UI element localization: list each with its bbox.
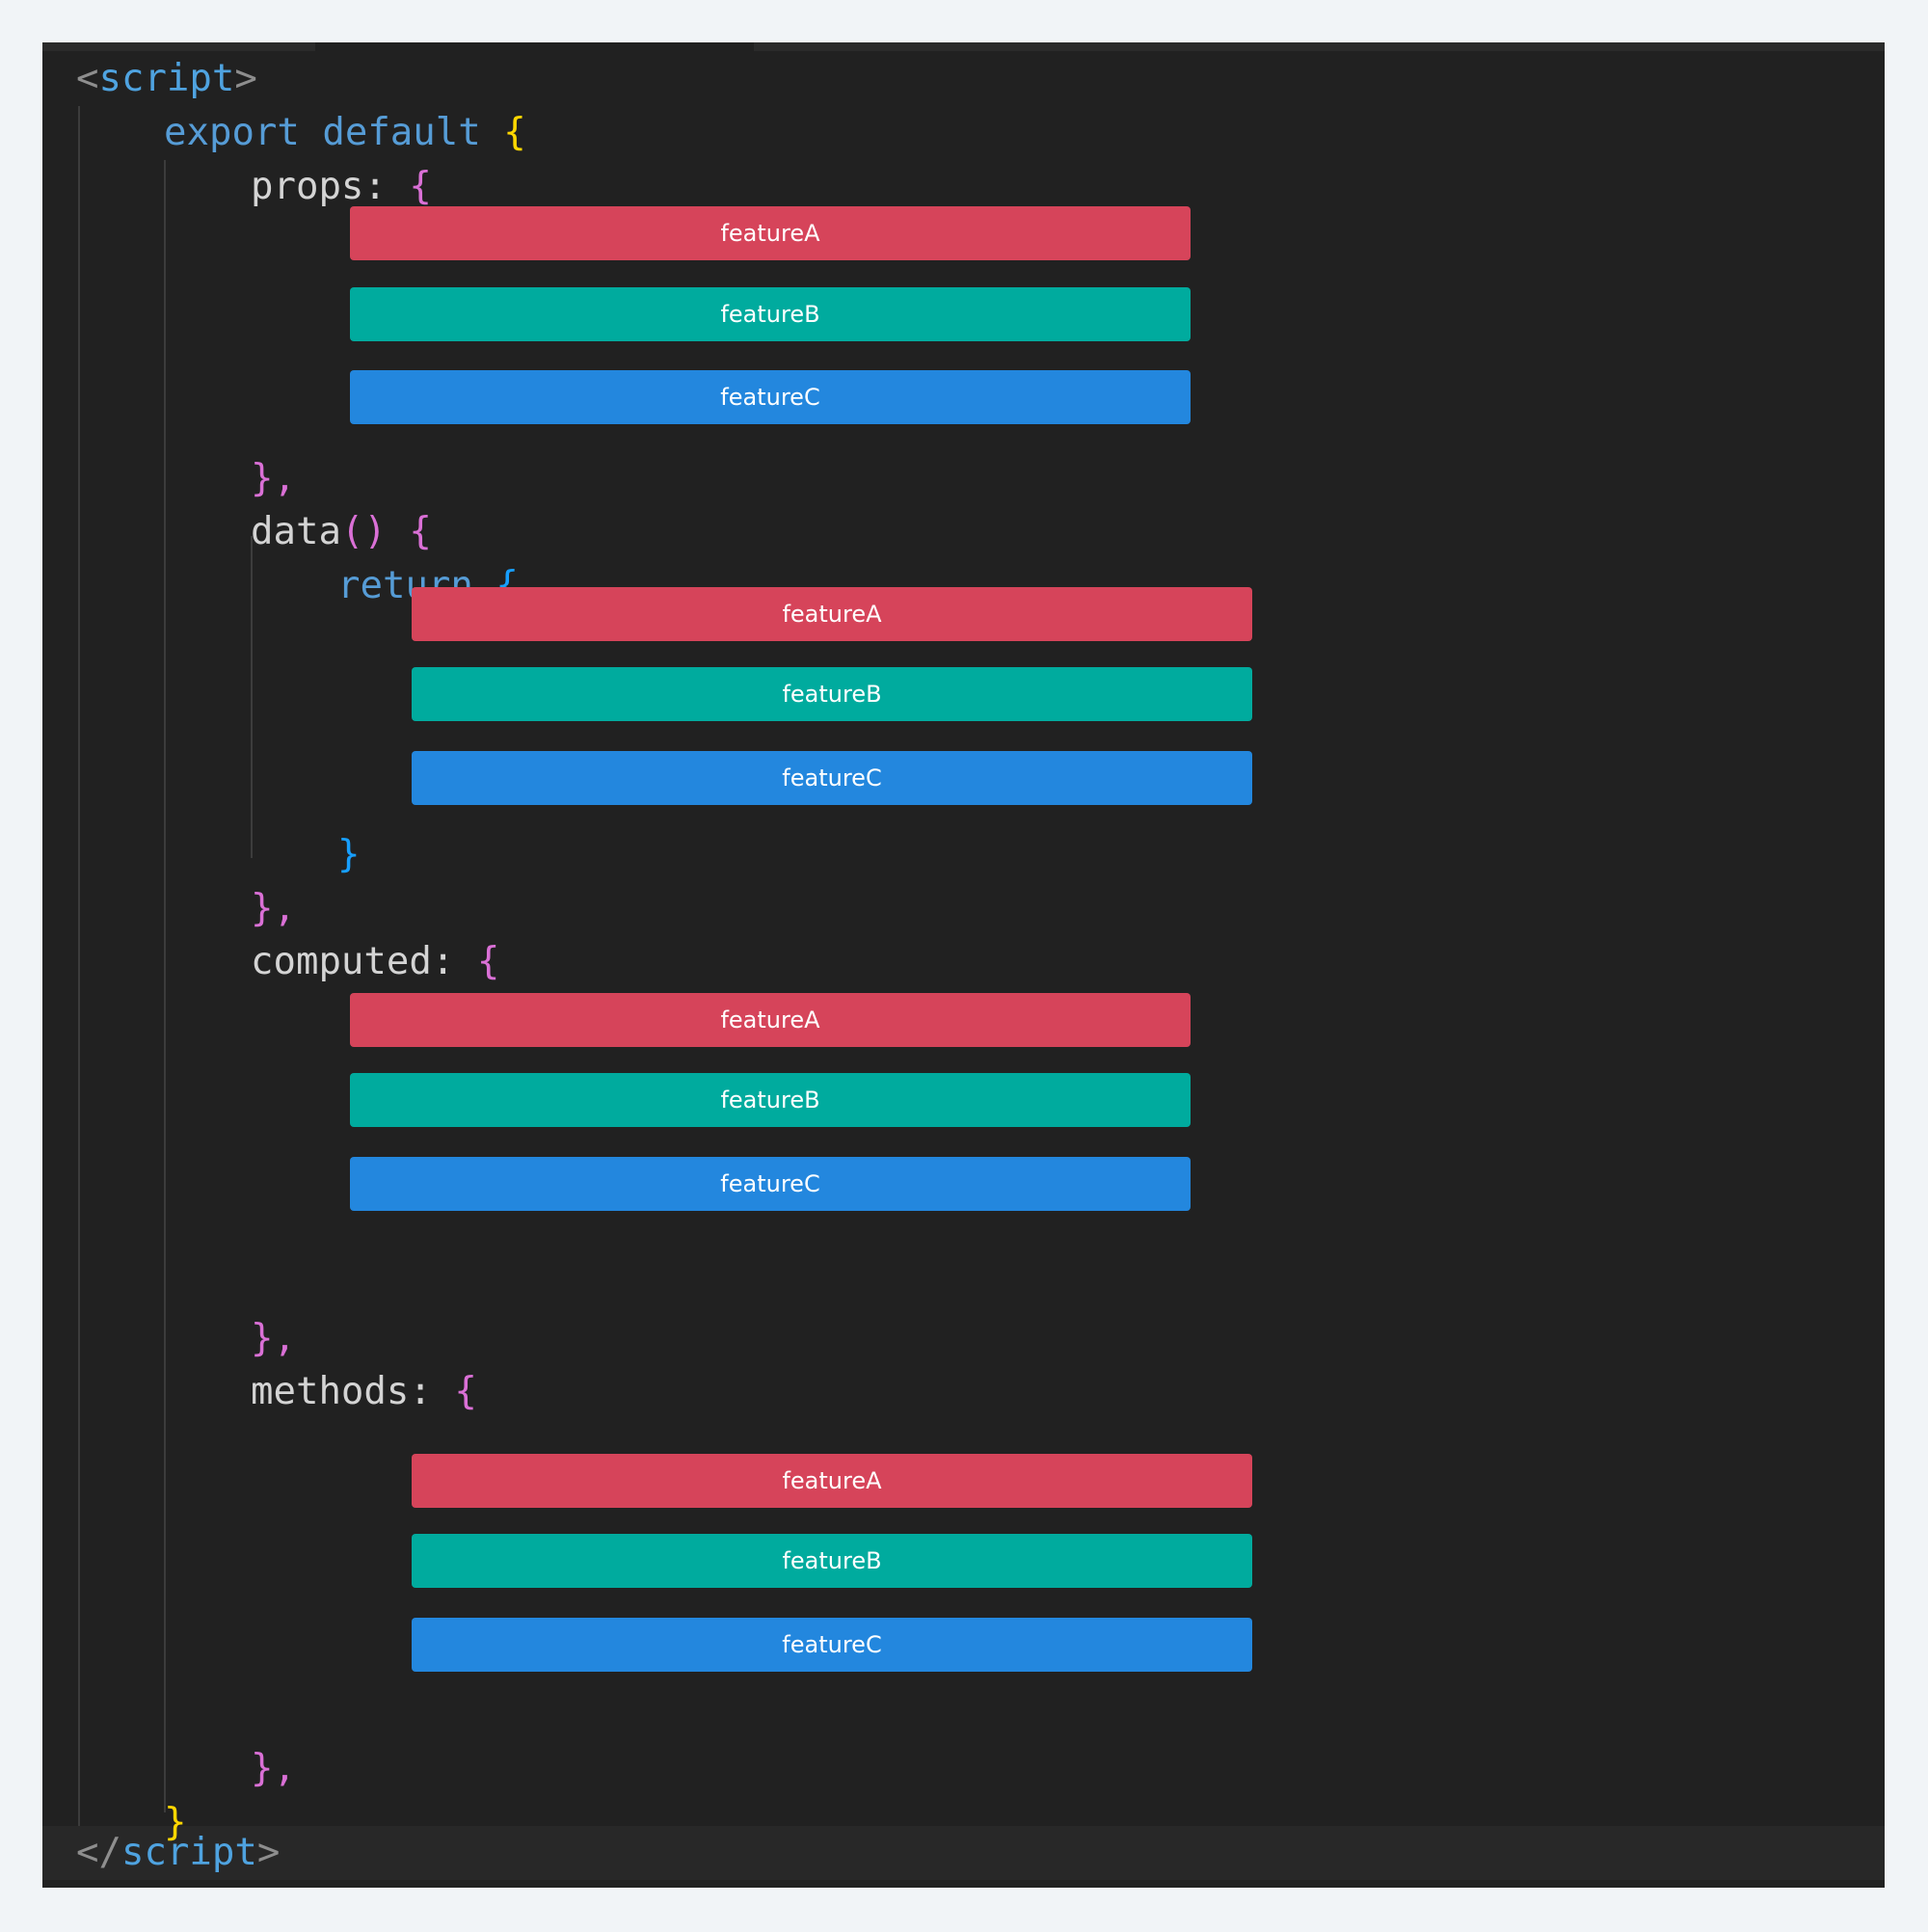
return-close: } [337, 833, 361, 876]
code-editor: <script> export default { props: { }, da… [42, 42, 1885, 1888]
data-feature-c-bar: featureC [412, 751, 1252, 805]
computed-feature-b-bar: featureB [350, 1073, 1191, 1127]
methods-feature-a-bar: featureA [412, 1454, 1252, 1508]
script-close-tag: </script> [76, 1831, 281, 1874]
indent-guide-level-1 [78, 106, 80, 1855]
props-feature-c-bar: featureC [350, 370, 1191, 424]
props-close: }, [251, 457, 296, 500]
script-open-tag: <script> [76, 57, 257, 100]
props-feature-b-bar: featureB [350, 287, 1191, 341]
methods-line: methods: { [251, 1370, 477, 1413]
current-line-highlight [42, 1826, 1885, 1880]
props-feature-a-bar: featureA [350, 206, 1191, 260]
methods-feature-b-bar: featureB [412, 1534, 1252, 1588]
computed-line: computed: { [251, 940, 500, 983]
computed-close: }, [251, 1317, 296, 1360]
editor-top-strip-right [754, 42, 1885, 51]
data-feature-b-bar: featureB [412, 667, 1252, 721]
data-close: }, [251, 887, 296, 930]
export-close: } [164, 1801, 187, 1844]
computed-feature-c-bar: featureC [350, 1157, 1191, 1211]
editor-top-strip-left [42, 42, 315, 51]
indent-guide-level-2 [164, 160, 166, 1812]
methods-feature-c-bar: featureC [412, 1618, 1252, 1672]
export-default-line: export default { [164, 111, 526, 154]
data-feature-a-bar: featureA [412, 587, 1252, 641]
props-line: props: { [251, 165, 432, 208]
indent-guide-level-3 [251, 536, 253, 858]
computed-feature-a-bar: featureA [350, 993, 1191, 1047]
data-line: data() { [251, 510, 432, 553]
methods-close: }, [251, 1747, 296, 1790]
